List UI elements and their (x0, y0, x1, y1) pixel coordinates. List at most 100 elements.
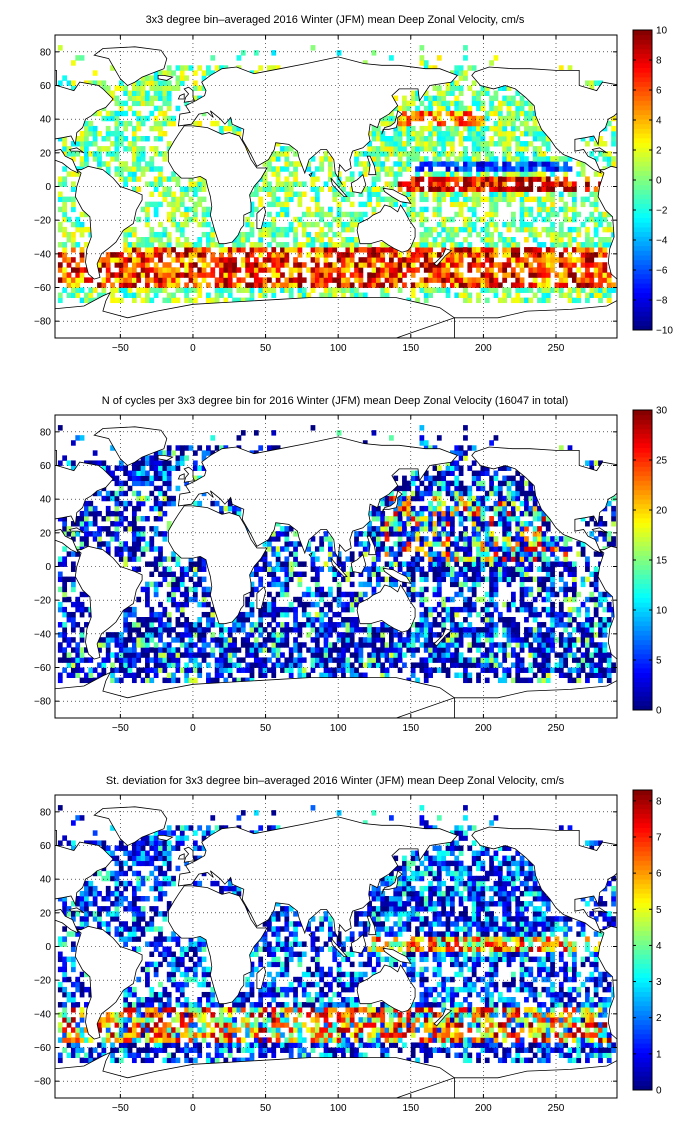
heatmap-bin (480, 566, 486, 572)
heatmap-bin (171, 267, 176, 273)
heatmap-bin (57, 556, 63, 562)
heatmap-bin (371, 662, 377, 668)
heatmap-bin (97, 262, 102, 268)
heatmap-bin (175, 465, 181, 471)
heatmap-bin (166, 237, 172, 243)
heatmap-bin (201, 211, 207, 218)
heatmap-bin (293, 181, 298, 187)
heatmap-bin (271, 546, 277, 552)
heatmap-bin (336, 430, 342, 436)
heatmap-bin (162, 611, 168, 618)
heatmap-bin (367, 191, 372, 197)
heatmap-bin (166, 105, 172, 112)
heatmap-bin (184, 627, 190, 633)
heatmap-bin (476, 566, 481, 572)
heatmap-bin (371, 571, 377, 577)
heatmap-bin (262, 186, 268, 192)
heatmap-bin (502, 95, 508, 102)
heatmap-bin (410, 146, 416, 152)
heatmap-bin (280, 652, 285, 658)
heatmap-bin (384, 146, 390, 152)
heatmap-bin (393, 521, 399, 527)
heatmap-bin (493, 287, 499, 293)
heatmap-bin (585, 226, 590, 233)
heatmap-bin (410, 125, 416, 132)
heatmap-bin (550, 287, 555, 293)
heatmap-bin (227, 247, 233, 253)
colorbar-segment (633, 90, 652, 97)
heatmap-bin (563, 272, 569, 278)
heatmap-bin (131, 510, 137, 517)
heatmap-bin (380, 662, 386, 668)
heatmap-bin (140, 75, 146, 81)
heatmap-bin (153, 80, 159, 86)
heatmap-bin (471, 460, 477, 466)
heatmap-bin (328, 247, 333, 253)
heatmap-bin (463, 516, 468, 522)
heatmap-bin (127, 226, 133, 233)
heatmap-bin (206, 211, 211, 218)
heatmap-bin (262, 267, 268, 273)
heatmap-bin (397, 272, 403, 278)
heatmap-bin (201, 206, 207, 213)
heatmap-bin (419, 237, 425, 243)
heatmap-bin (240, 257, 246, 263)
heatmap-bin (166, 672, 172, 678)
heatmap-bin (110, 110, 115, 117)
heatmap-bin (297, 541, 303, 547)
heatmap-bin (79, 516, 85, 522)
heatmap-bin (171, 551, 176, 557)
heatmap-bin (262, 561, 268, 567)
heatmap-bin (476, 130, 481, 137)
heatmap-bin (463, 576, 468, 583)
heatmap-bin (184, 677, 190, 684)
heatmap-bin (70, 576, 76, 583)
heatmap-bin (432, 196, 438, 203)
heatmap-bin (114, 536, 120, 542)
heatmap-bin (336, 551, 342, 557)
heatmap-bin (410, 581, 416, 588)
heatmap-bin (57, 576, 63, 583)
heatmap-bin (506, 292, 512, 298)
heatmap-bin (284, 257, 290, 263)
heatmap-bin (493, 90, 499, 96)
heatmap-bin (354, 627, 359, 633)
heatmap-bin (502, 146, 508, 152)
heatmap-bin (145, 115, 150, 122)
heatmap-bin (171, 627, 176, 633)
heatmap-bin (127, 282, 133, 288)
heatmap-bin (162, 647, 168, 653)
heatmap-bin (458, 75, 464, 81)
heatmap-bin (175, 561, 181, 567)
heatmap-bin (567, 252, 573, 258)
heatmap-bin (336, 591, 342, 598)
heatmap-bin (149, 156, 155, 162)
heatmap-bin (70, 80, 76, 86)
heatmap-bin (131, 566, 137, 572)
heatmap-bin (79, 257, 85, 263)
heatmap-bin (166, 176, 172, 182)
heatmap-bin (127, 611, 133, 618)
heatmap-bin (201, 632, 207, 638)
heatmap-bin (192, 561, 198, 567)
heatmap-bin (406, 541, 412, 547)
heatmap-bin (471, 282, 477, 288)
heatmap-bin (253, 642, 259, 648)
heatmap-bin (140, 586, 146, 593)
heatmap-bin (236, 55, 242, 61)
heatmap-bin (171, 216, 176, 223)
heatmap-bin (510, 110, 516, 117)
heatmap-bin (332, 622, 338, 628)
heatmap-bin (136, 216, 142, 223)
heatmap-bin (70, 440, 76, 446)
heatmap-bin (275, 211, 281, 218)
heatmap-bin (432, 647, 438, 653)
heatmap-bin (454, 272, 460, 278)
heatmap-bin (319, 161, 325, 167)
heatmap-bin (319, 536, 325, 542)
heatmap-bin (432, 521, 438, 527)
heatmap-bin (131, 136, 137, 142)
heatmap-bin (489, 110, 494, 117)
heatmap-bin (127, 257, 133, 263)
heatmap-bin (92, 70, 98, 76)
